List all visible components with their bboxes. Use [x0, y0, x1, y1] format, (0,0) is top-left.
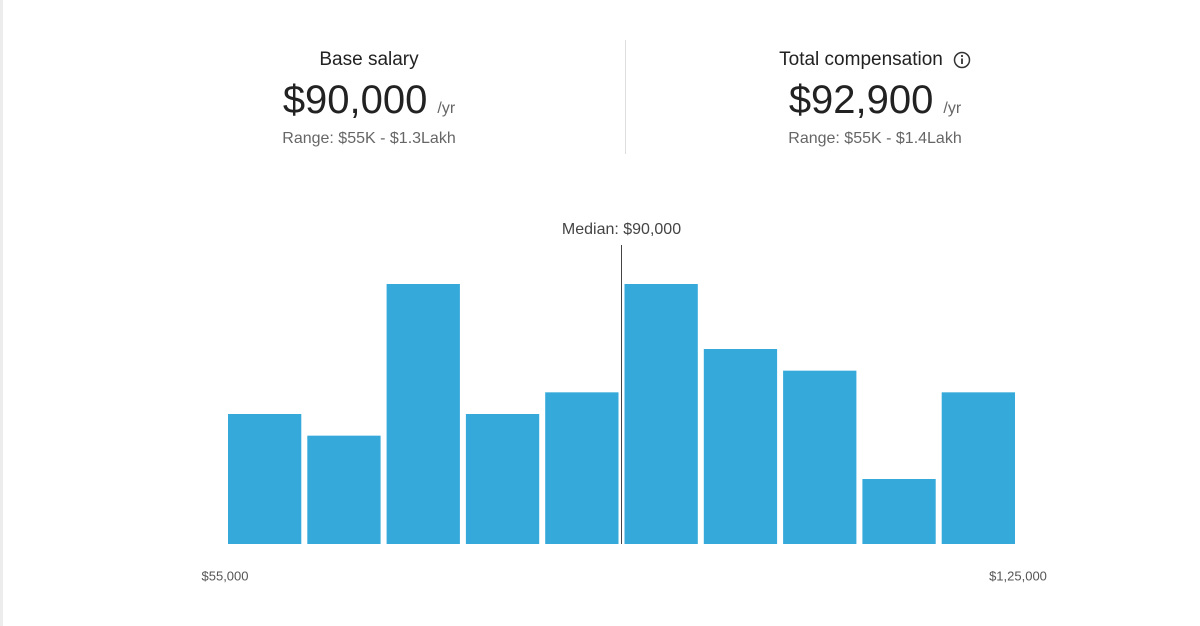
amount: $90,000 [282, 78, 428, 122]
amount: $92,900 [788, 78, 934, 122]
base-salary-panel: Base salary $90,000 /yr Range: $55K - $1… [169, 46, 569, 148]
x-tick-label: $1,25,000 [989, 568, 1047, 583]
divider [625, 40, 626, 154]
histogram: $55,000 $1,25,000 Median: $90,000 [202, 221, 1047, 583]
panel-title: Base salary [319, 49, 419, 70]
unit: /yr [437, 100, 456, 117]
panel-title: Total compensation [779, 49, 943, 70]
bar [862, 479, 936, 544]
bar [624, 284, 698, 544]
bar [228, 414, 302, 544]
total-comp-panel: Total compensation $92,900 /yr Range: $5… [675, 46, 1075, 148]
amount-row: $90,000 /yr [169, 78, 569, 124]
bar [307, 435, 381, 544]
range: Range: $55K - $1.4Lakh [788, 130, 962, 147]
bar [703, 349, 778, 544]
bar [941, 392, 1015, 544]
median-label: Median: $90,000 [562, 221, 681, 238]
x-tick-label: $55,000 [202, 568, 249, 583]
range: Range: $55K - $1.3Lakh [282, 130, 456, 147]
info-icon[interactable] [953, 51, 971, 69]
unit: /yr [943, 100, 962, 117]
panel-title-row: Total compensation [675, 46, 1075, 74]
bar [386, 284, 460, 544]
bar [783, 370, 857, 544]
amount-row: $92,900 /yr [675, 78, 1075, 124]
bar [465, 414, 540, 544]
bar [545, 392, 619, 544]
